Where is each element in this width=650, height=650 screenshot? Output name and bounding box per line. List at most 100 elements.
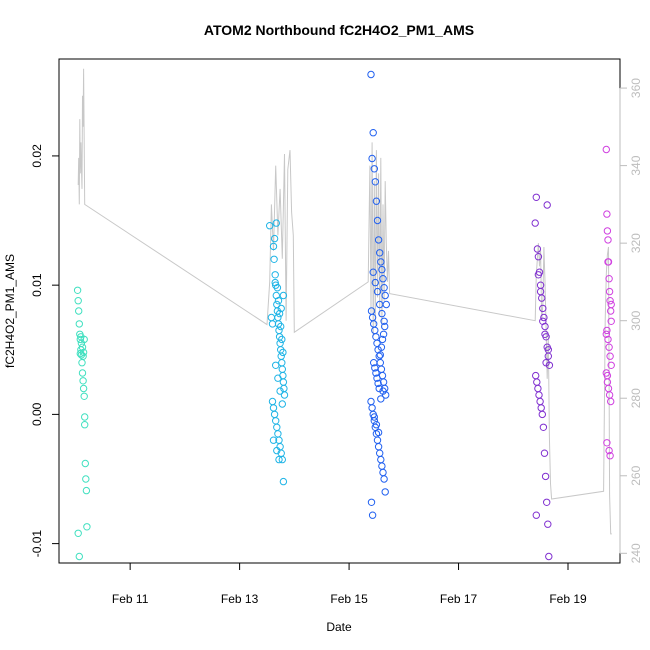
data-point: [278, 359, 286, 367]
data-point: [78, 369, 87, 377]
x-tick-label: Feb 17: [440, 592, 478, 606]
data-point: [368, 404, 376, 412]
scatter-points: [73, 70, 615, 561]
data-point: [279, 291, 288, 300]
data-point: [79, 377, 87, 385]
y-tick-label: -0.01: [30, 530, 44, 558]
data-point: [267, 313, 276, 322]
data-point: [80, 335, 88, 344]
data-point: [279, 348, 287, 357]
data-point: [534, 384, 542, 393]
data-point: [270, 234, 279, 243]
x-axis-label: Date: [326, 620, 352, 634]
y2-tick-label: 320: [629, 233, 643, 253]
data-point: [382, 300, 390, 309]
data-point: [379, 330, 388, 338]
data-point: [276, 339, 284, 347]
data-point: [79, 384, 88, 393]
data-point: [605, 275, 613, 283]
data-point: [532, 371, 540, 380]
data-point: [379, 468, 387, 477]
chart-title: ATOM2 Northbound fC2H4O2_PM1_AMS: [204, 22, 474, 38]
data-point: [367, 397, 375, 406]
data-point: [606, 297, 614, 305]
y-axis-label: fC2H4O2_PM1_AMS: [3, 254, 17, 368]
data-point: [274, 313, 282, 322]
data-point: [78, 343, 87, 351]
data-point: [536, 397, 544, 406]
y2-tick-label: 340: [629, 155, 643, 175]
y-tick-label: 0.02: [30, 144, 44, 168]
data-point: [79, 348, 88, 357]
data-point: [541, 330, 549, 338]
data-point: [377, 258, 385, 266]
data-point: [606, 352, 614, 360]
data-point: [607, 361, 615, 369]
data-point: [373, 216, 382, 225]
data-point: [603, 371, 612, 380]
data-point: [533, 378, 541, 386]
data-point: [533, 245, 542, 253]
data-point: [369, 268, 377, 276]
data-point: [274, 297, 283, 305]
data-point: [275, 326, 283, 335]
data-point: [371, 178, 379, 186]
data-point: [378, 265, 386, 274]
data-point: [269, 242, 278, 251]
data-point: [537, 404, 545, 412]
data-point: [373, 374, 381, 382]
data-point: [274, 430, 282, 438]
data-point: [371, 326, 379, 335]
data-point: [380, 284, 388, 292]
secondary-line-layer: [77, 68, 612, 535]
data-point: [274, 374, 282, 382]
data-point: [370, 359, 378, 367]
data-point: [604, 384, 613, 393]
data-point: [532, 193, 540, 202]
data-point: [540, 313, 548, 322]
data-point: [273, 446, 281, 455]
data-point: [271, 278, 279, 287]
data-point: [268, 320, 277, 328]
x-axis: Feb 11 Feb 13 Feb 15 Feb 17 Feb 19: [112, 562, 587, 606]
data-point: [268, 397, 277, 406]
data-point: [544, 346, 552, 354]
data-point: [367, 498, 376, 506]
data-point: [376, 249, 384, 257]
data-point: [376, 449, 384, 457]
data-point: [75, 320, 84, 328]
data-point: [534, 253, 543, 261]
data-point: [607, 300, 615, 309]
data-point: [372, 333, 380, 341]
data-point: [603, 210, 611, 218]
data-point: [542, 359, 550, 367]
data-point: [375, 384, 383, 393]
data-point: [75, 552, 84, 561]
data-point: [372, 197, 381, 205]
data-point: [368, 154, 376, 163]
data-point: [538, 410, 546, 419]
data-point: [78, 359, 86, 367]
data-point: [278, 455, 286, 464]
data-point: [531, 219, 539, 227]
data-point: [543, 201, 551, 209]
data-point: [82, 486, 91, 495]
data-point: [372, 369, 380, 377]
data-point: [80, 392, 88, 400]
y-axis: -0.01 0.00 0.01 0.02: [30, 144, 60, 558]
data-point: [376, 359, 384, 367]
x-tick-label: Feb 11: [112, 592, 149, 606]
data-point: [82, 475, 90, 483]
data-point: [603, 227, 612, 235]
data-point: [377, 455, 385, 464]
data-point: [266, 222, 274, 230]
data-point: [271, 271, 279, 279]
data-point: [277, 304, 285, 313]
data-point: [367, 70, 375, 79]
data-point: [75, 307, 83, 315]
data-point: [376, 351, 384, 359]
data-point: [381, 322, 389, 331]
data-point: [81, 413, 89, 421]
y2-tick-label: 260: [629, 465, 643, 485]
